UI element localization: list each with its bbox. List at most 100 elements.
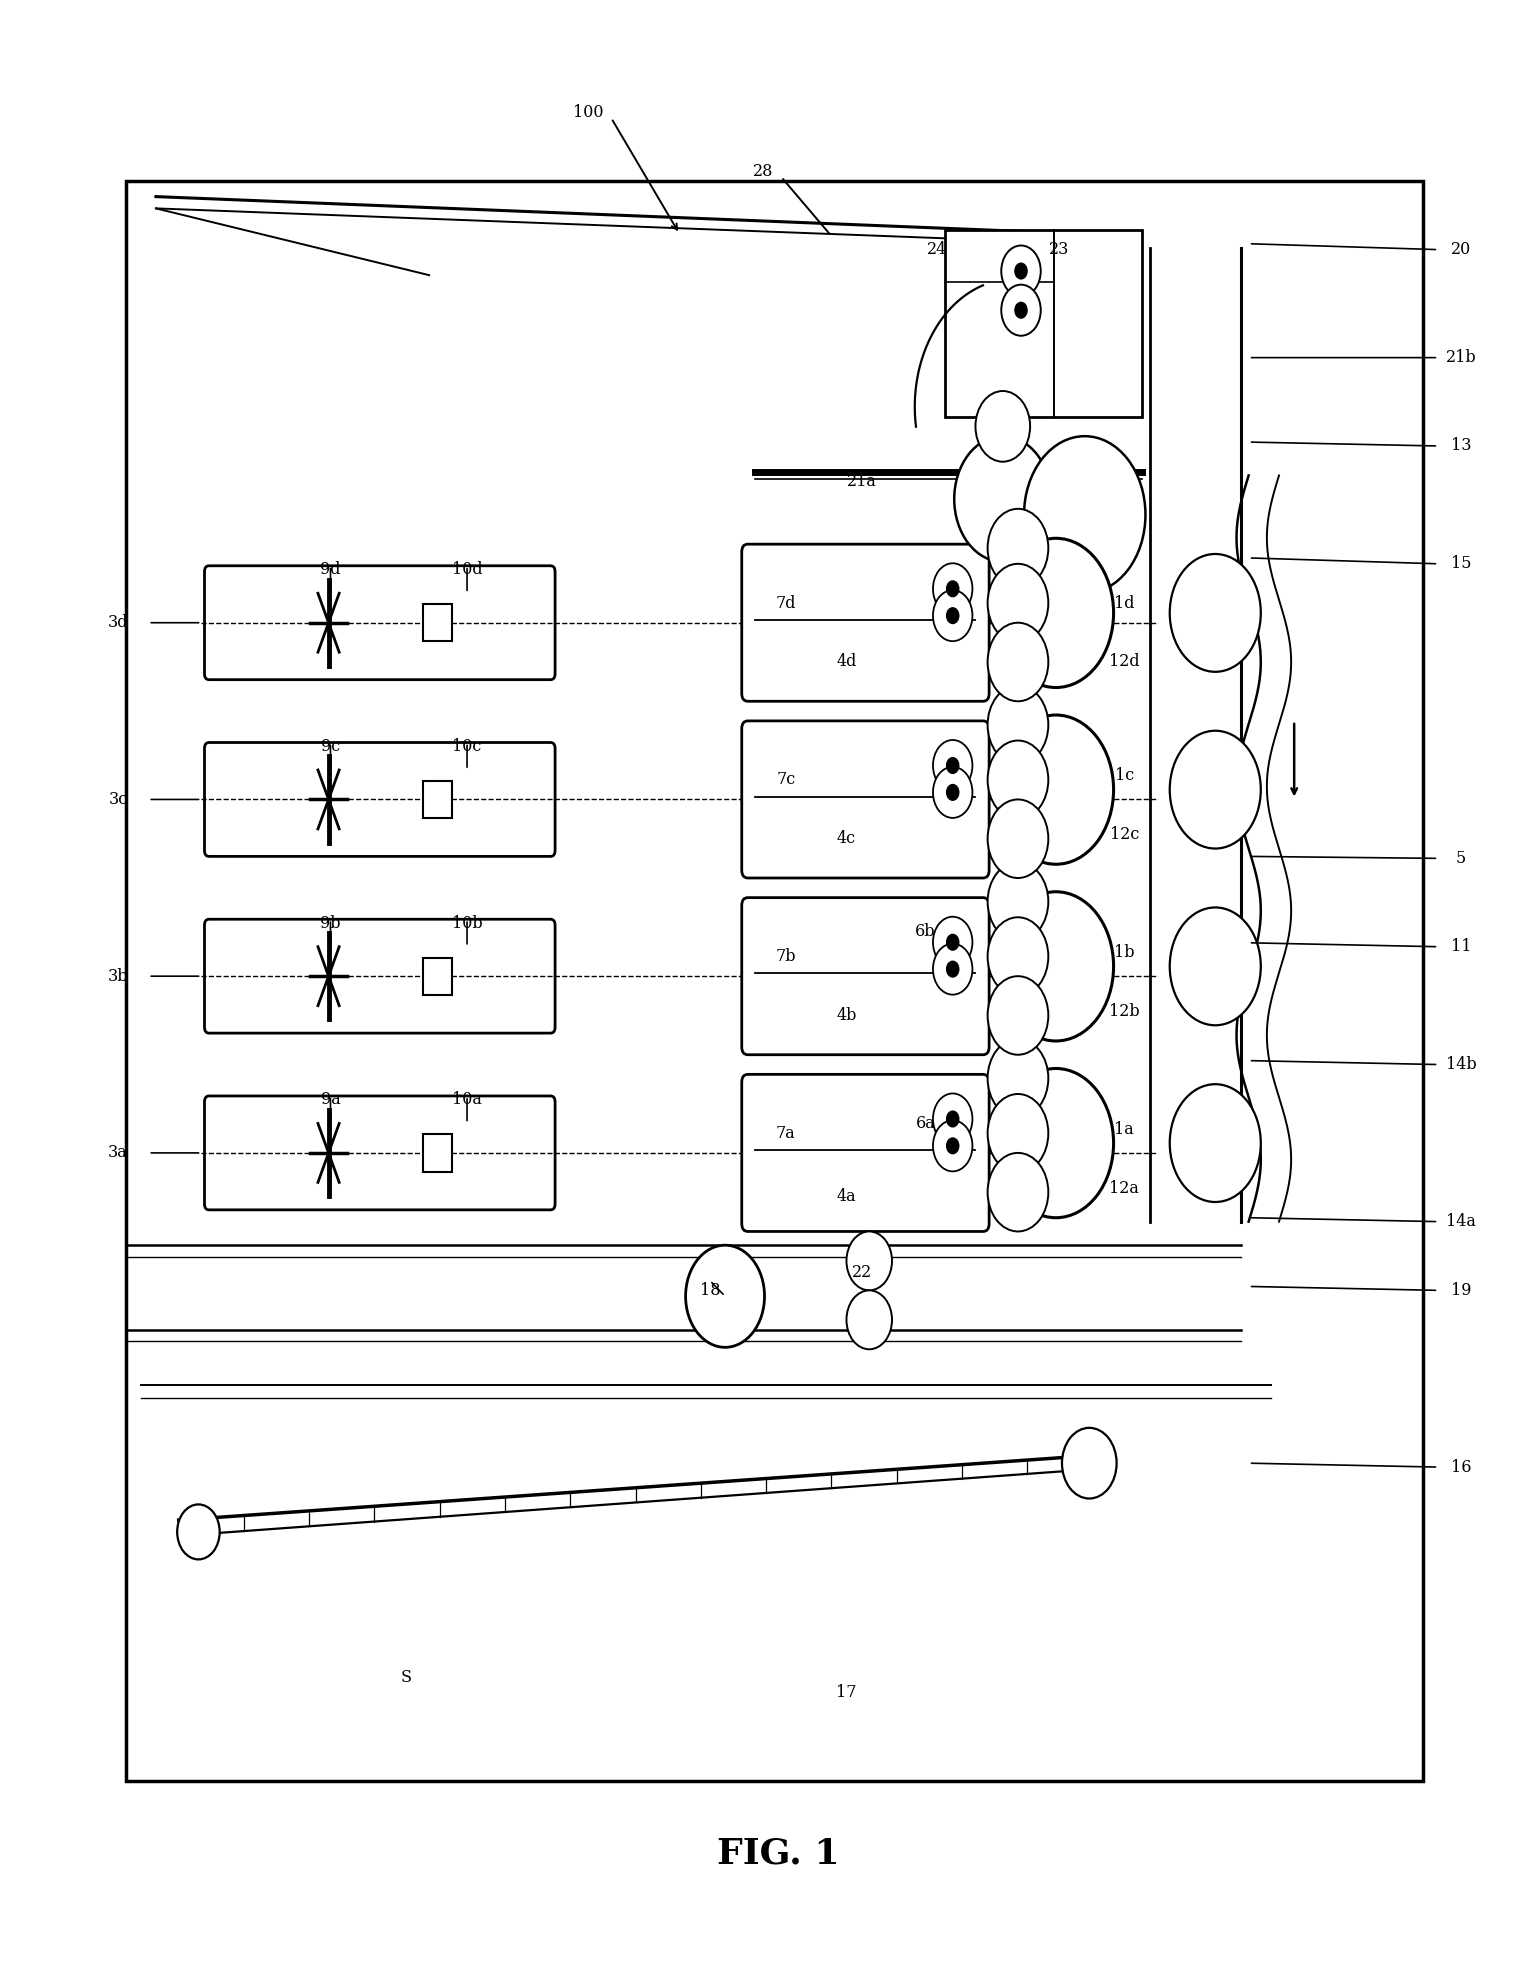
Bar [423,1134,452,1171]
Circle shape [932,740,972,791]
FancyBboxPatch shape [204,743,555,856]
Circle shape [946,960,958,976]
Bar [423,781,452,818]
Text: 10a: 10a [452,1091,482,1108]
Circle shape [987,1039,1048,1118]
Circle shape [932,917,972,968]
Circle shape [946,582,958,598]
Circle shape [1001,245,1041,296]
Circle shape [1015,302,1027,317]
Text: 4c: 4c [836,830,856,848]
Circle shape [946,757,958,773]
Text: 12a: 12a [1109,1179,1138,1197]
Text: 15: 15 [1451,556,1471,572]
Circle shape [847,1290,893,1349]
Text: 14b: 14b [1445,1057,1477,1073]
Circle shape [1170,732,1260,848]
Circle shape [1170,907,1260,1025]
Text: 28: 28 [752,162,774,179]
Circle shape [1024,436,1146,594]
FancyBboxPatch shape [742,722,989,878]
Circle shape [987,799,1048,878]
Text: 10b: 10b [452,915,482,931]
Text: 18: 18 [699,1282,720,1300]
Text: 4d: 4d [836,653,856,670]
FancyBboxPatch shape [204,1096,555,1211]
Text: 11: 11 [1451,939,1471,954]
Text: 22: 22 [852,1264,871,1282]
Circle shape [987,686,1048,763]
Text: 16: 16 [1451,1459,1471,1475]
Circle shape [998,716,1114,864]
Bar [125,181,1424,1781]
Circle shape [998,538,1114,688]
Text: 21a: 21a [847,473,876,489]
Circle shape [987,976,1048,1055]
Text: 4a: 4a [836,1187,856,1205]
Circle shape [1170,554,1260,672]
FancyBboxPatch shape [204,566,555,680]
Text: 1c: 1c [1114,767,1134,785]
Text: 12b: 12b [1109,1004,1140,1020]
Circle shape [987,509,1048,588]
Text: 1b: 1b [1114,945,1134,960]
Circle shape [998,1069,1114,1219]
Circle shape [932,590,972,641]
Circle shape [946,785,958,801]
Text: 4b: 4b [836,1008,856,1023]
Circle shape [847,1231,893,1290]
Bar [423,603,452,641]
Text: 14a: 14a [1447,1213,1476,1231]
Circle shape [987,1094,1048,1173]
Text: 1d: 1d [1114,596,1134,611]
Text: 100: 100 [574,105,604,120]
Text: 10c: 10c [452,738,482,755]
Text: 20: 20 [1451,241,1471,258]
Text: 3a: 3a [108,1144,128,1162]
Circle shape [1170,1085,1260,1203]
FancyBboxPatch shape [204,919,555,1033]
Text: 23: 23 [1048,241,1070,258]
Circle shape [987,564,1048,643]
Text: 7b: 7b [775,949,797,964]
Text: 7a: 7a [775,1124,795,1142]
Text: 1a: 1a [1114,1120,1134,1138]
Text: 17: 17 [836,1684,856,1702]
Text: 9a: 9a [320,1091,340,1108]
Circle shape [932,1092,972,1144]
Text: 3d: 3d [108,613,128,631]
Circle shape [946,935,958,951]
Circle shape [685,1244,765,1347]
Text: 12c: 12c [1109,826,1138,844]
Text: 3b: 3b [108,968,128,984]
Bar [423,958,452,994]
Circle shape [998,891,1114,1041]
Circle shape [932,564,972,615]
FancyBboxPatch shape [742,1075,989,1231]
Text: 19: 19 [1451,1282,1471,1300]
Text: 5: 5 [1456,850,1466,868]
Text: 10d: 10d [452,562,482,578]
Circle shape [932,943,972,994]
Text: FIG. 1: FIG. 1 [717,1838,839,1871]
Circle shape [932,1120,972,1171]
Circle shape [946,1110,958,1126]
Text: 3c: 3c [108,791,128,809]
Text: 12d: 12d [1109,653,1140,670]
Circle shape [177,1505,220,1560]
Circle shape [987,741,1048,818]
Circle shape [1001,284,1041,335]
Text: 9d: 9d [320,562,340,578]
Circle shape [1062,1428,1117,1499]
Text: S: S [401,1668,412,1686]
Text: 13: 13 [1451,438,1471,454]
Circle shape [987,1154,1048,1231]
Circle shape [946,607,958,623]
Circle shape [987,917,1048,996]
Circle shape [975,390,1030,461]
FancyBboxPatch shape [742,897,989,1055]
Circle shape [954,436,1051,562]
Circle shape [932,767,972,818]
FancyBboxPatch shape [742,544,989,702]
Circle shape [987,623,1048,702]
